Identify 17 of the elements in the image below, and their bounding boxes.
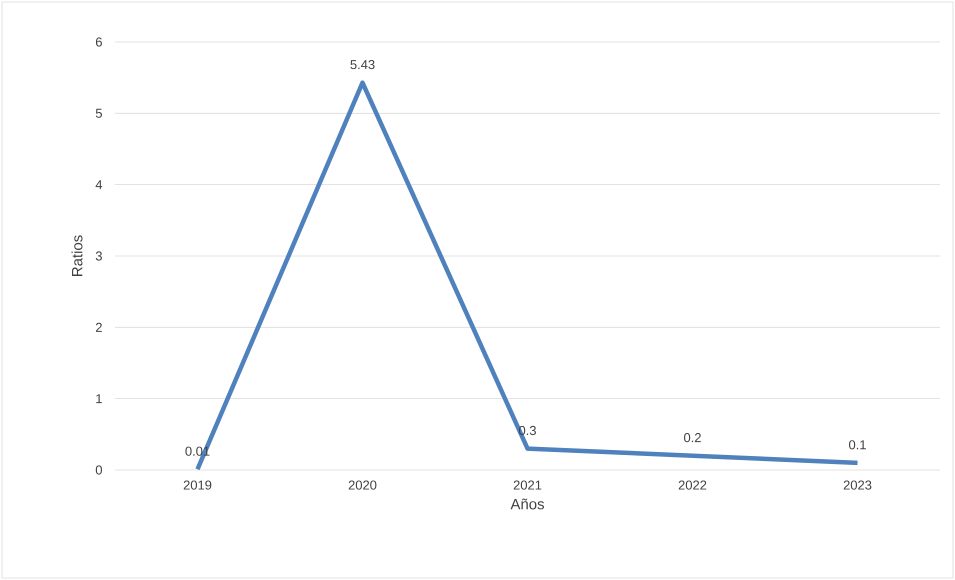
- y-tick-label: 0: [96, 465, 102, 475]
- x-tick-label: 2023: [844, 480, 872, 490]
- y-tick-label: 2: [96, 322, 102, 332]
- y-tick-label: 1: [96, 394, 102, 404]
- y-tick-label: 6: [96, 37, 102, 47]
- data-label: 5.43: [350, 60, 375, 70]
- x-axis-title: Años: [510, 498, 544, 510]
- x-tick-label: 2021: [514, 480, 542, 490]
- x-tick-label: 2022: [678, 480, 706, 490]
- y-tick-label: 5: [96, 108, 102, 118]
- y-axis-title: Ratios: [71, 235, 82, 276]
- x-tick-label: 2020: [348, 480, 376, 490]
- y-tick-label: 4: [96, 180, 102, 190]
- data-label: 0.1: [849, 440, 866, 450]
- data-label: 0.2: [684, 433, 701, 442]
- y-tick-label: 3: [96, 251, 102, 261]
- x-tick-label: 2019: [184, 480, 212, 490]
